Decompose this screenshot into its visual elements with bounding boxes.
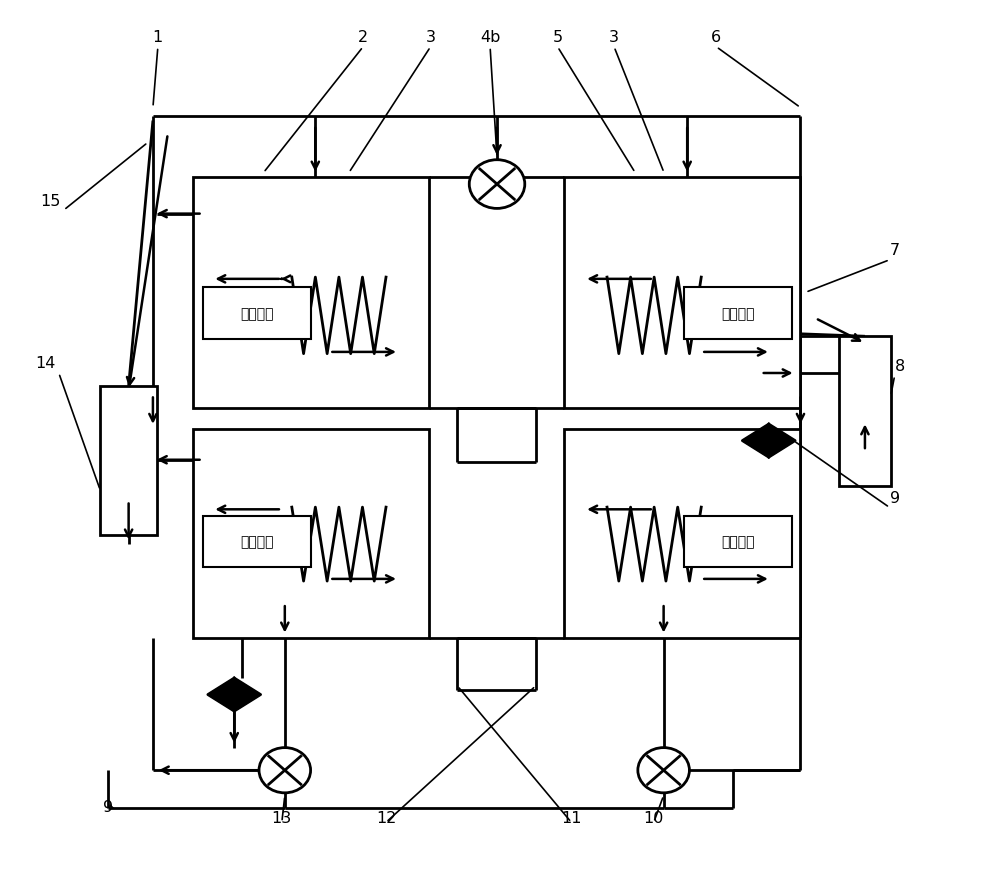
Text: 1: 1 — [153, 30, 163, 45]
Text: 8: 8 — [895, 359, 905, 374]
Bar — [203, 288, 311, 339]
Polygon shape — [742, 424, 769, 458]
Text: 中温热源: 中温热源 — [240, 306, 274, 320]
Polygon shape — [234, 678, 261, 711]
Text: 12: 12 — [376, 810, 396, 825]
Text: 5: 5 — [552, 30, 563, 45]
Circle shape — [469, 160, 525, 210]
Text: 11: 11 — [561, 810, 582, 825]
Text: 3: 3 — [609, 30, 619, 45]
Text: 低温热源: 低温热源 — [240, 535, 274, 549]
Text: 10: 10 — [644, 810, 664, 825]
Text: 14: 14 — [35, 356, 56, 371]
Polygon shape — [208, 678, 234, 711]
Bar — [564, 430, 800, 638]
Text: 高温热源: 高温热源 — [721, 306, 755, 320]
Text: 13: 13 — [272, 810, 292, 825]
Bar — [839, 337, 891, 486]
Text: 4b: 4b — [480, 30, 500, 45]
Text: 7: 7 — [890, 243, 900, 258]
Bar — [684, 517, 792, 567]
Text: 15: 15 — [40, 193, 61, 209]
Bar — [193, 178, 429, 408]
Text: 9: 9 — [103, 799, 113, 814]
Text: 中温热源: 中温热源 — [721, 535, 755, 549]
Text: 9: 9 — [890, 490, 900, 505]
Text: 2: 2 — [358, 30, 368, 45]
Polygon shape — [769, 424, 795, 458]
Bar — [203, 517, 311, 567]
Circle shape — [259, 748, 311, 793]
Bar — [684, 288, 792, 339]
Text: 3: 3 — [426, 30, 436, 45]
Circle shape — [638, 748, 689, 793]
Bar — [193, 430, 429, 638]
Bar — [564, 178, 800, 408]
Bar — [100, 387, 157, 536]
Text: 6: 6 — [711, 30, 721, 45]
